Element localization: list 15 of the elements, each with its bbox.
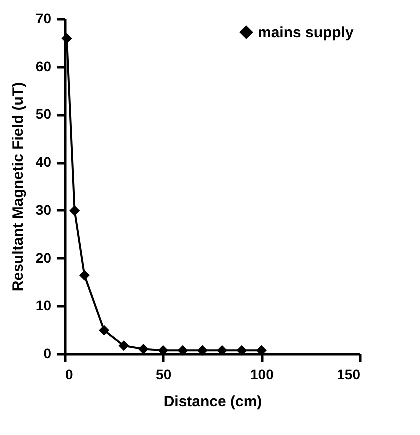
y-tick-label: 50	[36, 106, 52, 122]
x-axis-title: Distance (cm)	[164, 394, 262, 410]
x-tick-label: 100	[250, 366, 274, 382]
x-tick-label: 0	[66, 366, 74, 382]
y-tick-label: 70	[36, 10, 52, 26]
y-tick-label: 60	[36, 58, 52, 74]
y-tick-label: 10	[36, 298, 52, 314]
x-tick-label: 50	[156, 366, 172, 382]
y-axis-title: Resultant Magnetic Field (uT)	[10, 82, 27, 292]
x-tick-label: 150	[337, 366, 361, 382]
y-tick-label: 40	[36, 154, 52, 170]
y-tick-label: 0	[44, 346, 52, 362]
y-tick-label: 20	[36, 250, 52, 266]
y-tick-label: 30	[36, 202, 52, 218]
legend-label: mains supply	[258, 24, 355, 42]
